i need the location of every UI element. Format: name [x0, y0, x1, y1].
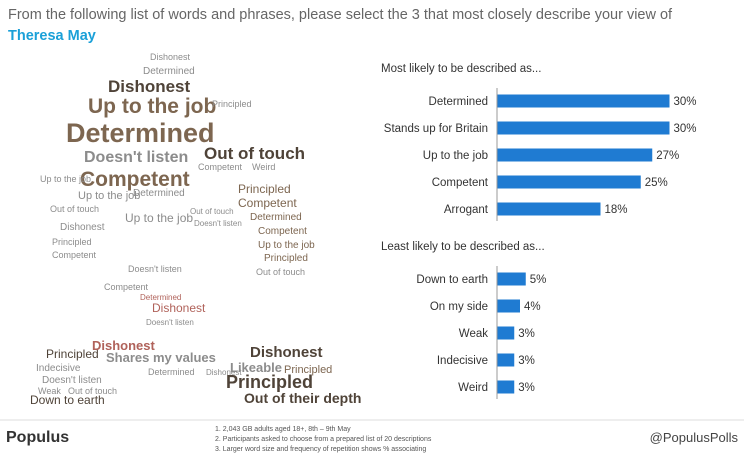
cloud-word: Out of touch [204, 144, 305, 163]
value-label: 30% [674, 123, 697, 135]
cloud-word: Doesn't listen [42, 375, 102, 386]
value-label: 3% [518, 355, 535, 367]
bar [497, 121, 670, 135]
cloud-word: Out of their depth [244, 390, 361, 406]
cloud-word: Dishonest [60, 222, 105, 233]
cloud-word: Up to the job [78, 190, 140, 202]
cloud-word: Determined [148, 367, 195, 377]
bar [497, 326, 515, 340]
cloud-word: Determined [143, 66, 195, 77]
cloud-word: Determined [250, 212, 302, 223]
cloud-word: Doesn't listen [128, 264, 182, 274]
category-label: Stands up for Britain [384, 123, 488, 135]
cloud-word: Competent [258, 226, 307, 237]
category-label: Competent [432, 177, 489, 189]
bar [497, 94, 670, 108]
cloud-word: Dishonest [108, 77, 191, 96]
value-label: 18% [605, 204, 628, 216]
cloud-word: Up to the job [258, 240, 315, 251]
cloud-word: Doesn't listen [146, 318, 194, 327]
footnote: 1. 2,043 GB adults aged 18+, 8th – 9th M… [215, 426, 351, 433]
cloud-word: Out of touch [190, 207, 234, 216]
bar [497, 380, 515, 394]
cloud-word: Principled [238, 182, 291, 196]
cloud-word: Principled [52, 237, 92, 247]
bar [497, 202, 601, 216]
cloud-word: Indecisive [36, 363, 81, 374]
chart-title: Least likely to be described as... [381, 241, 545, 253]
cloud-word: Out of touch [50, 204, 99, 214]
category-label: Arrogant [444, 204, 489, 216]
cloud-word: Determined [140, 293, 181, 302]
category-label: Up to the job [423, 150, 488, 162]
cloud-word: Weird [252, 162, 275, 172]
category-label: Indecisive [437, 355, 488, 367]
bar [497, 272, 526, 286]
footnote: 3. Larger word size and frequency of rep… [215, 446, 426, 453]
bar [497, 299, 520, 313]
category-label: Down to earth [416, 274, 488, 286]
bar [497, 353, 515, 367]
cloud-word: Dishonest [150, 52, 191, 62]
cloud-word: Likeable [230, 360, 282, 375]
cloud-word: Principled [226, 372, 313, 392]
category-label: Determined [429, 96, 488, 108]
cloud-word: Up to the job [125, 211, 193, 225]
cloud-word: Weak [38, 386, 61, 396]
cloud-word: Competent [104, 282, 149, 292]
cloud-word: Out of touch [68, 386, 117, 396]
value-label: 3% [518, 328, 535, 340]
cloud-word: Out of touch [256, 267, 305, 277]
cloud-word: Competent [238, 196, 297, 210]
cloud-word: Dishonest [250, 344, 323, 361]
cloud-word: Determined [133, 188, 185, 199]
value-label: 4% [524, 301, 541, 313]
category-label: Weak [459, 328, 488, 340]
cloud-word: Up to the job [40, 174, 91, 184]
footnote: 2. Participants asked to choose from a p… [215, 436, 432, 443]
cloud-word: Doesn't listen [194, 219, 242, 228]
value-label: 5% [530, 274, 547, 286]
cloud-word: Principled [212, 99, 252, 109]
cloud-word: Up to the job [88, 95, 216, 118]
cloud-word: Shares my values [106, 350, 216, 365]
brand: Populus [6, 429, 69, 446]
cloud-word: Determined [66, 118, 215, 148]
category-label: On my side [430, 301, 488, 313]
bar [497, 148, 653, 162]
cloud-word: Dishonest [92, 338, 156, 353]
chart-title: Most likely to be described as... [381, 63, 541, 75]
cloud-word: Principled [46, 347, 99, 361]
cloud-word: Dishonest [152, 301, 206, 315]
cloud-word: Principled [284, 364, 332, 376]
slide-title: From the following list of words and phr… [8, 7, 673, 23]
category-label: Weird [458, 382, 488, 394]
value-label: 3% [518, 382, 535, 394]
cloud-word: Dishonest [206, 368, 242, 377]
cloud-word: Doesn't listen [84, 149, 188, 166]
value-label: 25% [645, 177, 668, 189]
bar [497, 175, 641, 189]
value-label: 30% [674, 96, 697, 108]
value-label: 27% [656, 150, 679, 162]
cloud-word: Competent [198, 162, 243, 172]
slide-subtitle: Theresa May [8, 28, 96, 44]
cloud-word: Down to earth [30, 393, 105, 407]
cloud-word: Principled [264, 253, 308, 264]
cloud-word: Competent [52, 250, 97, 260]
cloud-word: Competent [80, 168, 190, 191]
handle: @PopulusPolls [650, 430, 739, 445]
